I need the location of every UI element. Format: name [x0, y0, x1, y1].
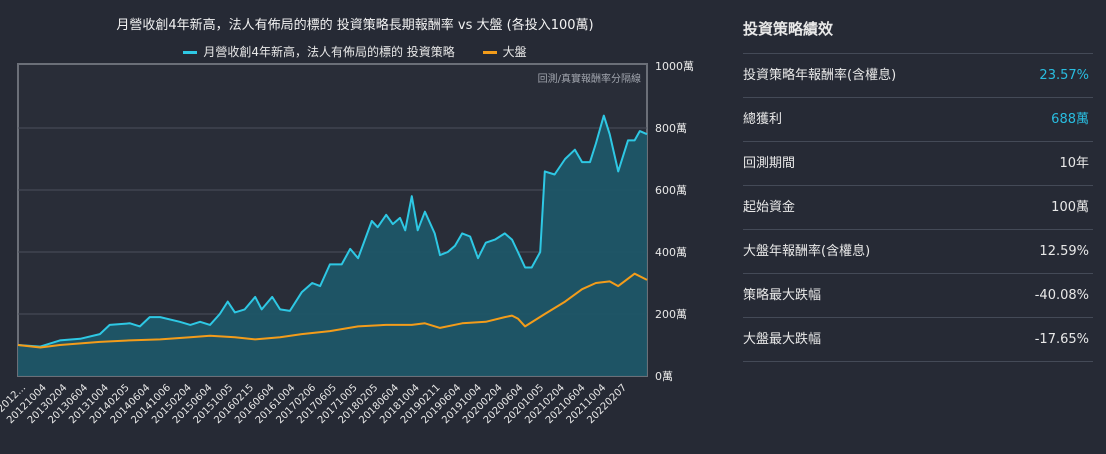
- stat-label: 投資策略年報酬率(含權息): [743, 68, 897, 83]
- y-tick-label: 0萬: [655, 370, 673, 383]
- legend-label: 大盤: [502, 45, 527, 59]
- panel-title: 投資策略績效: [743, 0, 1093, 54]
- y-tick-label: 600萬: [655, 184, 687, 197]
- legend-item-market[interactable]: 大盤: [482, 45, 527, 59]
- legend-swatch: [183, 51, 198, 54]
- stat-row: 起始資金 100萬: [743, 186, 1093, 230]
- chart-title: 月營收創4年新高，法人有佈局的標的 投資策略長期報酬率 vs 大盤 (各投入10…: [116, 18, 594, 33]
- stat-row: 回測期間 10年: [743, 142, 1093, 186]
- stat-value: 23.57%: [1039, 68, 1089, 83]
- stat-label: 總獲利: [743, 112, 783, 127]
- series-area: [18, 115, 647, 376]
- performance-panel: 投資策略績效 投資策略年報酬率(含權息) 23.57% 總獲利 688萬回測期間 10年…: [743, 0, 1093, 362]
- stat-row: 大盤年報酬率(含權息) 12.59%: [743, 230, 1093, 274]
- y-tick-label: 400萬: [655, 246, 687, 259]
- y-tick-label: 800萬: [655, 122, 687, 135]
- stat-label: 大盤年報酬率(含權息): [743, 244, 871, 259]
- y-tick-label: 1000萬: [655, 60, 694, 73]
- stat-value: -40.08%: [1034, 288, 1089, 303]
- stat-value: 100萬: [1051, 200, 1089, 215]
- stat-label: 策略最大跌幅: [743, 288, 822, 303]
- stat-label: 回測期間: [743, 156, 796, 171]
- chart-canvas: 0萬200萬400萬600萬800萬1000萬回測/真實報酬率分隔線2012..…: [0, 60, 694, 426]
- legend-item-strategy[interactable]: 月營收創4年新高，法人有佈局的標的 投資策略: [183, 45, 455, 59]
- strategy-line: [17, 114, 648, 348]
- market-line: [17, 272, 648, 349]
- stat-label: 起始資金: [743, 200, 796, 215]
- legend-swatch: [482, 51, 497, 54]
- legend-label: 月營收創4年新高，法人有佈局的標的 投資策略: [203, 45, 455, 59]
- stat-value: 10年: [1059, 156, 1089, 171]
- stat-row: 策略最大跌幅 -40.08%: [743, 274, 1093, 318]
- chart-legend: 月營收創4年新高，法人有佈局的標的 投資策略 大盤: [0, 43, 710, 60]
- stat-value: 12.59%: [1039, 244, 1089, 259]
- stat-value: -17.65%: [1034, 332, 1089, 347]
- stat-row: 投資策略年報酬率(含權息) 23.57%: [743, 54, 1093, 98]
- performance-chart: 月營收創4年新高，法人有佈局的標的 投資策略長期報酬率 vs 大盤 (各投入10…: [0, 18, 710, 426]
- stat-row: 總獲利 688萬: [743, 98, 1093, 142]
- y-tick-label: 200萬: [655, 308, 687, 321]
- stat-row: 大盤最大跌幅 -17.65%: [743, 318, 1093, 362]
- stat-value: 688萬: [1051, 112, 1089, 127]
- stat-label: 大盤最大跌幅: [743, 332, 822, 347]
- divider-annotation: 回測/真實報酬率分隔線: [538, 72, 641, 85]
